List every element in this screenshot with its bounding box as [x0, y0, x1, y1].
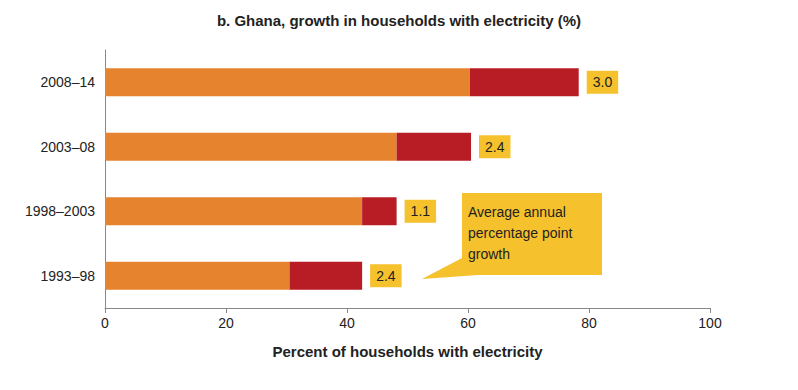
- svg-text:100: 100: [698, 315, 722, 331]
- svg-text:growth: growth: [468, 246, 510, 262]
- svg-text:1993–98: 1993–98: [40, 268, 95, 284]
- svg-text:40: 40: [339, 315, 355, 331]
- svg-text:2003–08: 2003–08: [40, 139, 95, 155]
- svg-text:3.0: 3.0: [593, 74, 613, 90]
- svg-text:Percent of households with ele: Percent of households with electricity: [272, 343, 543, 360]
- svg-text:0: 0: [101, 315, 109, 331]
- svg-text:80: 80: [581, 315, 597, 331]
- svg-text:1998–2003: 1998–2003: [25, 203, 95, 219]
- svg-text:2.4: 2.4: [376, 268, 396, 284]
- svg-text:percentage point: percentage point: [468, 225, 576, 241]
- svg-text:2008–14: 2008–14: [40, 74, 95, 90]
- svg-text:Average annual: Average annual: [468, 204, 570, 220]
- svg-text:20: 20: [218, 315, 234, 331]
- svg-text:1.1: 1.1: [411, 203, 431, 219]
- svg-text:2.4: 2.4: [485, 139, 505, 155]
- svg-text:60: 60: [460, 315, 476, 331]
- svg-text:b. Ghana, growth in households: b. Ghana, growth in households with elec…: [217, 12, 581, 29]
